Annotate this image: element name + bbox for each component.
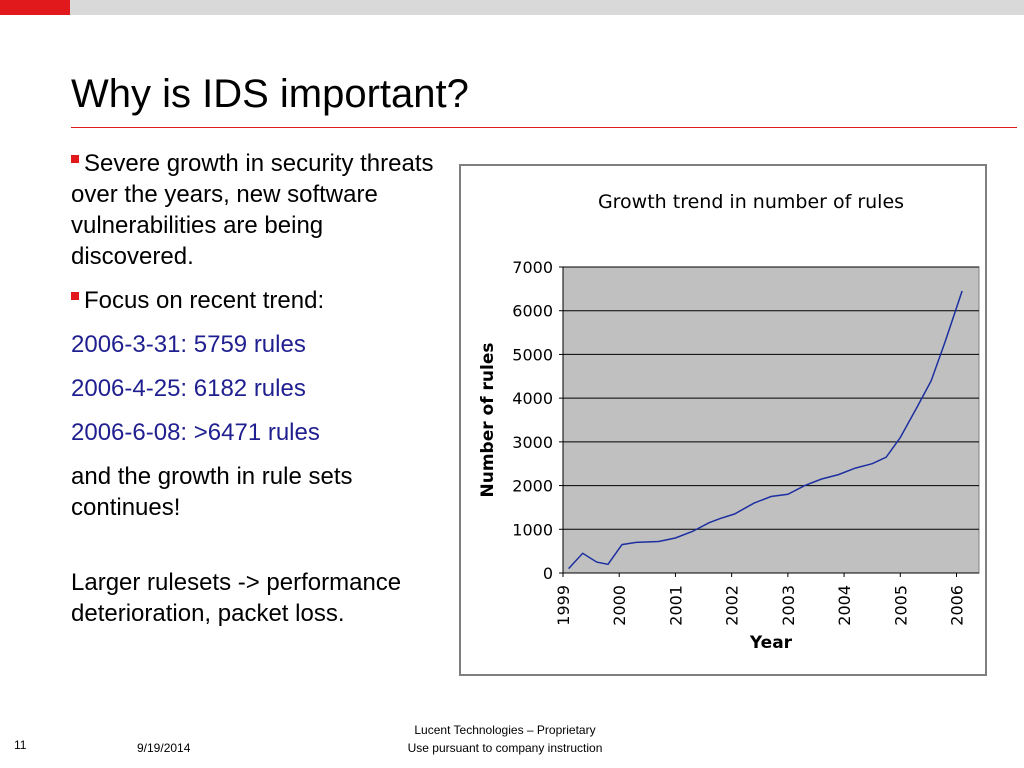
series-line: [568, 290, 963, 570]
trend-line: 2006-4-25: 6182 rules: [71, 375, 306, 402]
footer-usage-line: Use pursuant to company instruction: [407, 741, 603, 755]
square-bullet-icon: [71, 155, 79, 163]
y-axis-label: Number of rules: [478, 342, 498, 497]
x-tick-label: 2000: [610, 585, 629, 626]
y-tick-label: 7000: [512, 258, 553, 277]
plot-area: [562, 266, 980, 574]
footer-company-line: Lucent Technologies – Proprietary: [414, 723, 596, 737]
title-divider: [71, 127, 1017, 128]
bullet-item: Focus on recent trend:: [71, 285, 451, 316]
x-axis-label: Year: [749, 633, 793, 653]
y-tick-label: 3000: [512, 433, 553, 452]
x-tick-label: 2003: [779, 585, 798, 626]
footer-notice: Lucent Technologies – Proprietary Use pu…: [355, 721, 655, 757]
slide-body: Severe growth in security threats over t…: [71, 148, 451, 642]
x-tick-label: 2004: [835, 585, 854, 626]
chart-title: Growth trend in number of rules: [598, 191, 904, 213]
continuation-text: and the growth in rule sets continues!: [71, 463, 353, 521]
conclusion-text: Larger rulesets -> performance deteriora…: [71, 569, 402, 627]
trend-line: 2006-3-31: 5759 rules: [71, 331, 306, 358]
y-tick-label: 6000: [512, 302, 553, 321]
y-tick-label: 4000: [512, 389, 553, 408]
bullet-text: Severe growth in security threats over t…: [71, 150, 434, 270]
bullet-text: Focus on recent trend:: [84, 287, 325, 314]
page-number: 11: [14, 738, 27, 752]
slide-title: Why is IDS important?: [71, 72, 469, 116]
top-gray-bar: [70, 0, 1024, 15]
y-tick-label: 1000: [512, 520, 553, 539]
x-tick-label: 2006: [948, 585, 967, 626]
trend-line: 2006-6-08: >6471 rules: [71, 419, 320, 446]
chart-frame: Growth trend in number of rules 0 1000 2000…: [459, 164, 987, 676]
rules-growth-chart: Growth trend in number of rules 0 1000 2000…: [478, 191, 980, 653]
bullet-item: Severe growth in security threats over t…: [71, 148, 451, 272]
y-tick-label: 5000: [512, 345, 553, 364]
x-tick-label: 1999: [554, 585, 573, 626]
top-accent-bar: [0, 0, 70, 15]
x-tick-label: 2005: [891, 585, 910, 626]
x-tick-label: 2001: [666, 585, 685, 626]
square-bullet-icon: [71, 292, 79, 300]
x-tick-label: 2002: [723, 585, 742, 626]
y-tick-label: 2000: [512, 477, 553, 496]
y-tick-label: 0: [543, 564, 553, 583]
footer-date: 9/19/2014: [137, 741, 191, 755]
